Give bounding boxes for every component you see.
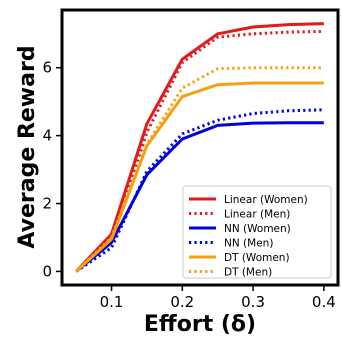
- plot-frame: [60, 8, 340, 287]
- x-axis-title: Effort (δ): [144, 312, 256, 337]
- plot-lines: [75, 22, 324, 273]
- legend: Linear (Women) Linear (Men) NN (Women) NN (…: [182, 185, 332, 279]
- legend-label-2: NN (Women): [224, 223, 291, 235]
- y-tick-label: 0: [42, 262, 52, 280]
- y-axis-title: Average Reward: [15, 45, 40, 248]
- y-tick-label: 2: [42, 195, 52, 213]
- series-line-4: [75, 81, 324, 273]
- y-tick-label: 4: [42, 127, 52, 145]
- x-tick-label: 0.1: [100, 293, 124, 311]
- x-axis: 0.1 0.2 0.3 0.4: [100, 285, 336, 311]
- legend-label-3: NN (Men): [224, 238, 273, 250]
- legend-label-4: DT (Women): [224, 252, 290, 264]
- x-tick-label: 0.2: [170, 293, 194, 311]
- series-line-0: [75, 22, 324, 273]
- legend-label-1: Linear (Men): [224, 209, 290, 221]
- legend-label-0: Linear (Women): [224, 194, 308, 206]
- y-tick-label: 6: [42, 59, 52, 77]
- series-line-3: [75, 108, 324, 273]
- legend-label-5: DT (Men): [224, 267, 272, 279]
- series-line-5: [75, 66, 324, 273]
- series-line-2: [75, 121, 324, 273]
- legend-box: [182, 185, 332, 279]
- x-tick-label: 0.4: [312, 293, 336, 311]
- x-tick-label: 0.3: [241, 293, 265, 311]
- y-axis: 0 2 4 6: [42, 59, 62, 280]
